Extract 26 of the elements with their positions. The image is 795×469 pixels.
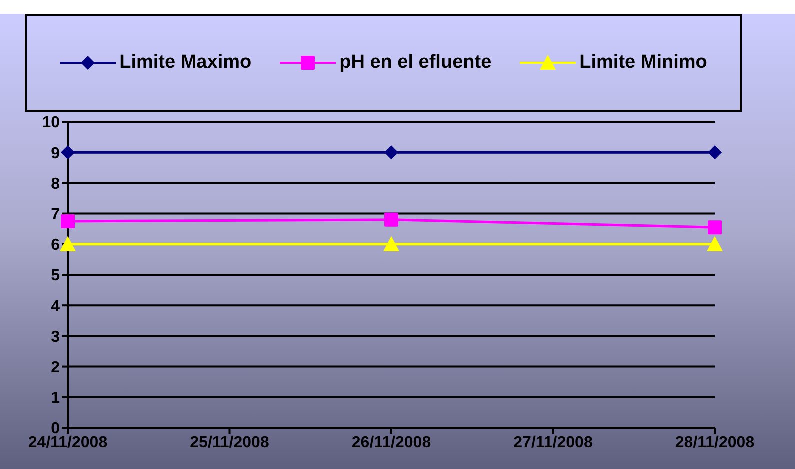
x-tick-label: 25/11/2008 (190, 434, 270, 452)
y-tick-label: 5 (51, 268, 60, 285)
legend-label: Limite Maximo (120, 52, 252, 74)
x-tick-label: 27/11/2008 (514, 434, 593, 452)
x-tick-label: 26/11/2008 (352, 434, 432, 452)
point (61, 214, 75, 228)
y-tick-label: 8 (51, 176, 60, 193)
x-tick-label: 28/11/2008 (675, 434, 755, 452)
point (61, 146, 75, 160)
point (60, 236, 76, 252)
y-tick-label: 9 (51, 145, 60, 162)
point (707, 236, 723, 252)
legend-label: Limite Minimo (580, 52, 708, 74)
point (708, 220, 722, 235)
y-tick-label: 4 (51, 298, 60, 316)
point (708, 146, 722, 160)
point (384, 236, 400, 252)
y-tick-label: 1 (51, 390, 60, 408)
point (384, 146, 398, 160)
y-tick-label: 6 (51, 237, 60, 254)
y-tick-label: 10 (42, 114, 60, 132)
legend-label: pH en el efluente (340, 52, 492, 74)
y-tick-label: 3 (51, 328, 60, 346)
y-tick-label: 2 (51, 359, 60, 376)
point (384, 212, 398, 227)
y-tick-label: 7 (51, 206, 60, 224)
